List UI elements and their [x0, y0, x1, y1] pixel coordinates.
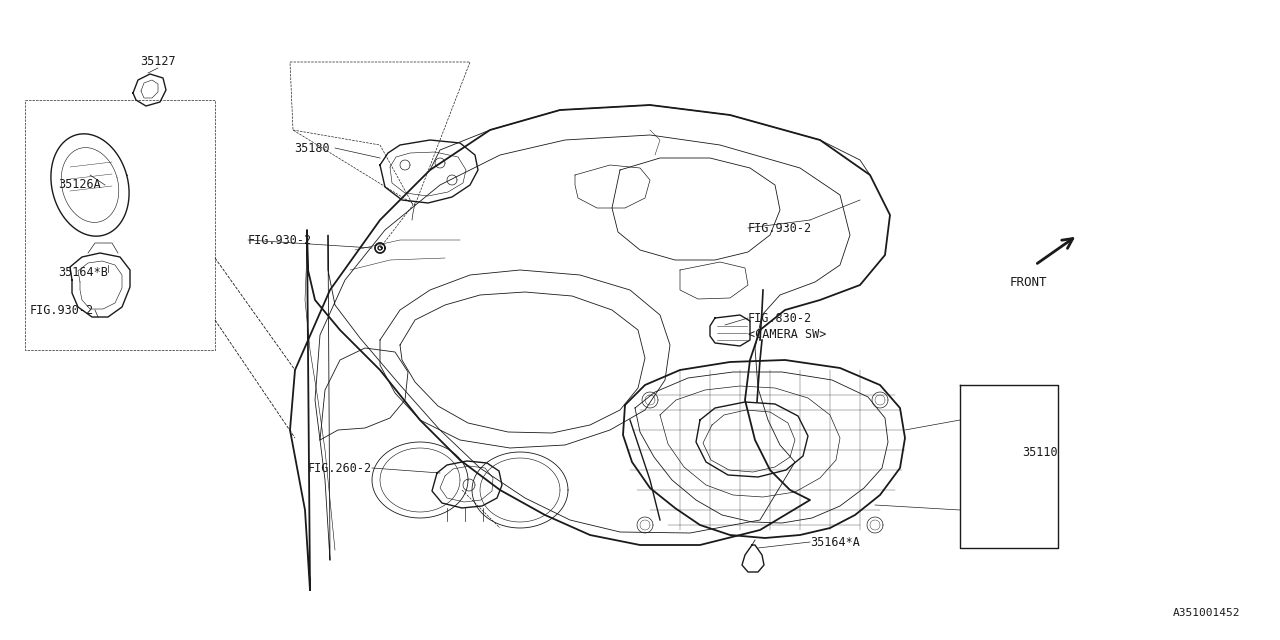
Text: A351001452: A351001452 [1172, 608, 1240, 618]
Text: FIG.930-2: FIG.930-2 [748, 221, 812, 234]
Text: FIG.260-2: FIG.260-2 [308, 461, 372, 474]
Text: FIG.930-2: FIG.930-2 [248, 234, 312, 246]
Text: 35180: 35180 [294, 141, 330, 154]
Text: FRONT: FRONT [1010, 275, 1047, 289]
Text: FIG.830-2: FIG.830-2 [748, 312, 812, 324]
Text: <CAMERA SW>: <CAMERA SW> [748, 328, 827, 342]
Text: 35164*A: 35164*A [810, 536, 860, 548]
Text: 35127: 35127 [141, 55, 175, 68]
Text: 35126A: 35126A [58, 179, 101, 191]
Text: 35110: 35110 [1021, 445, 1057, 458]
Text: 35164*B: 35164*B [58, 266, 108, 278]
Text: FIG.930-2: FIG.930-2 [29, 303, 95, 317]
